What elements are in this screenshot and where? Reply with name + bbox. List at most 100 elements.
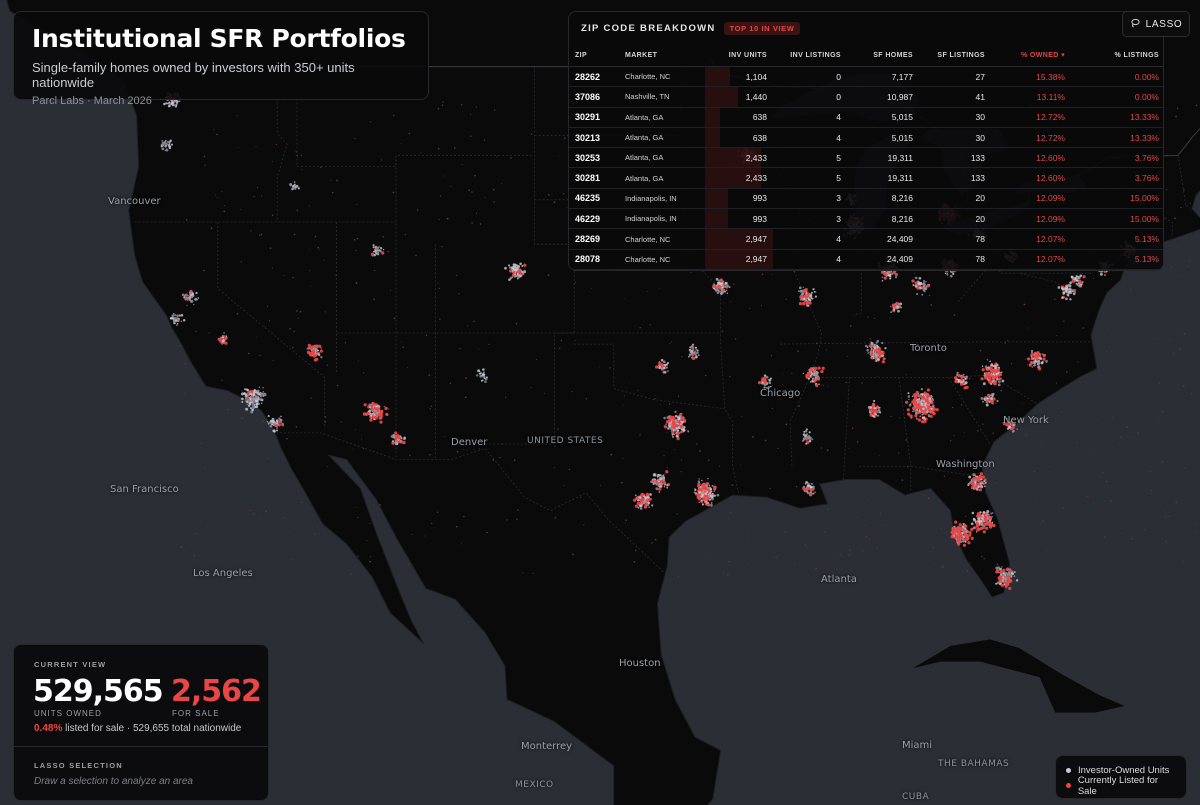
- scatter-dot: [199, 520, 201, 522]
- investor-dot: [521, 271, 524, 274]
- table-row[interactable]: 30213 Atlanta, GA 638 4 5,015 30 12.72% 13.33%: [569, 127, 1163, 149]
- scatter-dot: [1170, 266, 1173, 268]
- investor-dot: [990, 397, 993, 400]
- scatter-dot: [1025, 433, 1027, 436]
- column-header-pct-listings[interactable]: % LISTINGS: [1071, 44, 1163, 67]
- investor-dot: [1039, 353, 1041, 355]
- investor-dot: [995, 373, 998, 376]
- column-header-sf-listings[interactable]: SF LISTINGS: [919, 44, 991, 67]
- investor-dot: [805, 442, 808, 445]
- investor-dot: [998, 571, 1001, 574]
- investor-dot: [1015, 579, 1019, 582]
- current-view-label: CURRENT VIEW: [34, 660, 107, 669]
- table-row[interactable]: 46235 Indianapolis, IN 993 3 8,216 20 12.09% 15…: [569, 188, 1163, 210]
- investor-dot: [245, 394, 248, 397]
- scatter-dot: [411, 534, 413, 536]
- listed-dot: [314, 352, 318, 357]
- scatter-dot: [450, 185, 452, 187]
- scatter-dot: [795, 485, 798, 488]
- scatter-dot: [1176, 107, 1179, 110]
- listed-dot: [956, 538, 960, 542]
- investor-dot: [1062, 291, 1066, 295]
- table-row[interactable]: 46229 Indianapolis, IN 993 3 8,216 20 12.09% 15…: [569, 208, 1163, 230]
- table-row[interactable]: 37086 Nashville, TN 1,440 0 10,987 41 13.11% 0.…: [569, 86, 1163, 108]
- cell-zip: 28269: [569, 228, 619, 250]
- scatter-dot: [856, 441, 859, 443]
- investor-dot: [962, 529, 966, 533]
- scatter-dot: [431, 522, 433, 525]
- inv-units-bar: [705, 209, 728, 229]
- scatter-dot: [878, 455, 880, 457]
- table-row[interactable]: 28269 Charlotte, NC 2,947 4 24,409 78 12.07% 5.…: [569, 228, 1163, 250]
- scatter-dot: [356, 565, 358, 567]
- scatter-dot: [1000, 389, 1003, 392]
- investor-dot: [889, 274, 891, 277]
- listed-dot: [763, 376, 767, 380]
- cell-sf-homes: 8,216: [847, 188, 919, 210]
- investor-dot: [1038, 356, 1042, 360]
- investor-dot: [991, 515, 993, 518]
- table-row[interactable]: 28262 Charlotte, NC 1,104 0 7,177 27 15.38% 0.0…: [569, 66, 1163, 88]
- investor-dot: [516, 272, 519, 275]
- scatter-dot: [826, 449, 829, 451]
- investor-dot: [515, 264, 518, 266]
- investor-dot: [248, 399, 251, 402]
- scatter-dot: [216, 196, 218, 198]
- investor-dot: [379, 247, 383, 250]
- investor-dot: [165, 148, 169, 152]
- scatter-dot: [649, 324, 652, 326]
- scatter-dot: [442, 101, 444, 103]
- table-row[interactable]: 30253 Atlanta, GA 2,433 5 19,311 133 12.60% 3.7…: [569, 147, 1163, 169]
- investor-dot: [878, 346, 880, 349]
- scatter-dot: [517, 509, 519, 511]
- table-row[interactable]: 28078 Charlotte, NC 2,947 4 24,409 78 12.07% 5.…: [569, 249, 1163, 270]
- scatter-dot: [553, 201, 556, 204]
- column-header-inv-units[interactable]: INV UNITS: [705, 44, 773, 67]
- scatter-dot: [1082, 327, 1085, 329]
- investor-dot: [876, 414, 880, 417]
- investor-dot: [369, 407, 372, 409]
- listed-dot: [932, 407, 936, 411]
- listed-dot: [981, 475, 985, 479]
- zip-panel-header: ZIP CODE BREAKDOWN TOP 10 IN VIEW: [569, 12, 1163, 44]
- investor-dot: [519, 262, 522, 266]
- listed-dot: [702, 485, 706, 489]
- listed-dot: [894, 273, 899, 277]
- scatter-dot: [301, 169, 303, 170]
- investor-dot: [898, 306, 901, 309]
- investor-dot: [197, 297, 200, 299]
- listed-dot: [274, 424, 279, 428]
- table-row[interactable]: 30291 Atlanta, GA 638 4 5,015 30 12.72% 13.33%: [569, 107, 1163, 128]
- investor-dot: [802, 440, 804, 442]
- scatter-dot: [374, 269, 376, 272]
- scatter-dot: [1101, 471, 1104, 474]
- investor-dot: [907, 392, 910, 395]
- investor-dot: [175, 99, 177, 102]
- scatter-dot: [463, 515, 465, 518]
- investor-dot: [658, 366, 661, 369]
- investor-dot: [876, 339, 880, 343]
- column-header-pct-owned[interactable]: % OWNED ▾: [991, 44, 1071, 67]
- table-row[interactable]: 30281 Atlanta, GA 2,433 5 19,311 133 12.60% 3.7…: [569, 167, 1163, 189]
- listed-dot: [809, 493, 813, 497]
- scatter-dot: [964, 515, 967, 517]
- scatter-dot: [264, 326, 266, 328]
- column-header-sf-homes[interactable]: SF HOMES: [847, 44, 919, 67]
- listed-dot: [803, 295, 808, 299]
- investor-dot: [811, 297, 814, 300]
- column-header-zip[interactable]: ZIP: [569, 44, 619, 67]
- column-header-market[interactable]: MARKET: [619, 44, 705, 67]
- investor-dot: [721, 289, 724, 292]
- cell-pct-owned: 12.72%: [991, 107, 1071, 128]
- scatter-dot: [992, 432, 994, 434]
- column-header-inv-listings[interactable]: INV LISTINGS: [773, 44, 847, 67]
- scatter-dot: [729, 300, 731, 302]
- investor-dot: [875, 353, 878, 356]
- investor-dot: [660, 358, 664, 362]
- investor-dot: [514, 273, 517, 276]
- lasso-button[interactable]: LASSO: [1122, 11, 1190, 37]
- investor-dot: [964, 528, 967, 530]
- inv-units-bar: [705, 127, 720, 148]
- listed-dot: [277, 423, 281, 427]
- inv-units-bar: [705, 168, 762, 188]
